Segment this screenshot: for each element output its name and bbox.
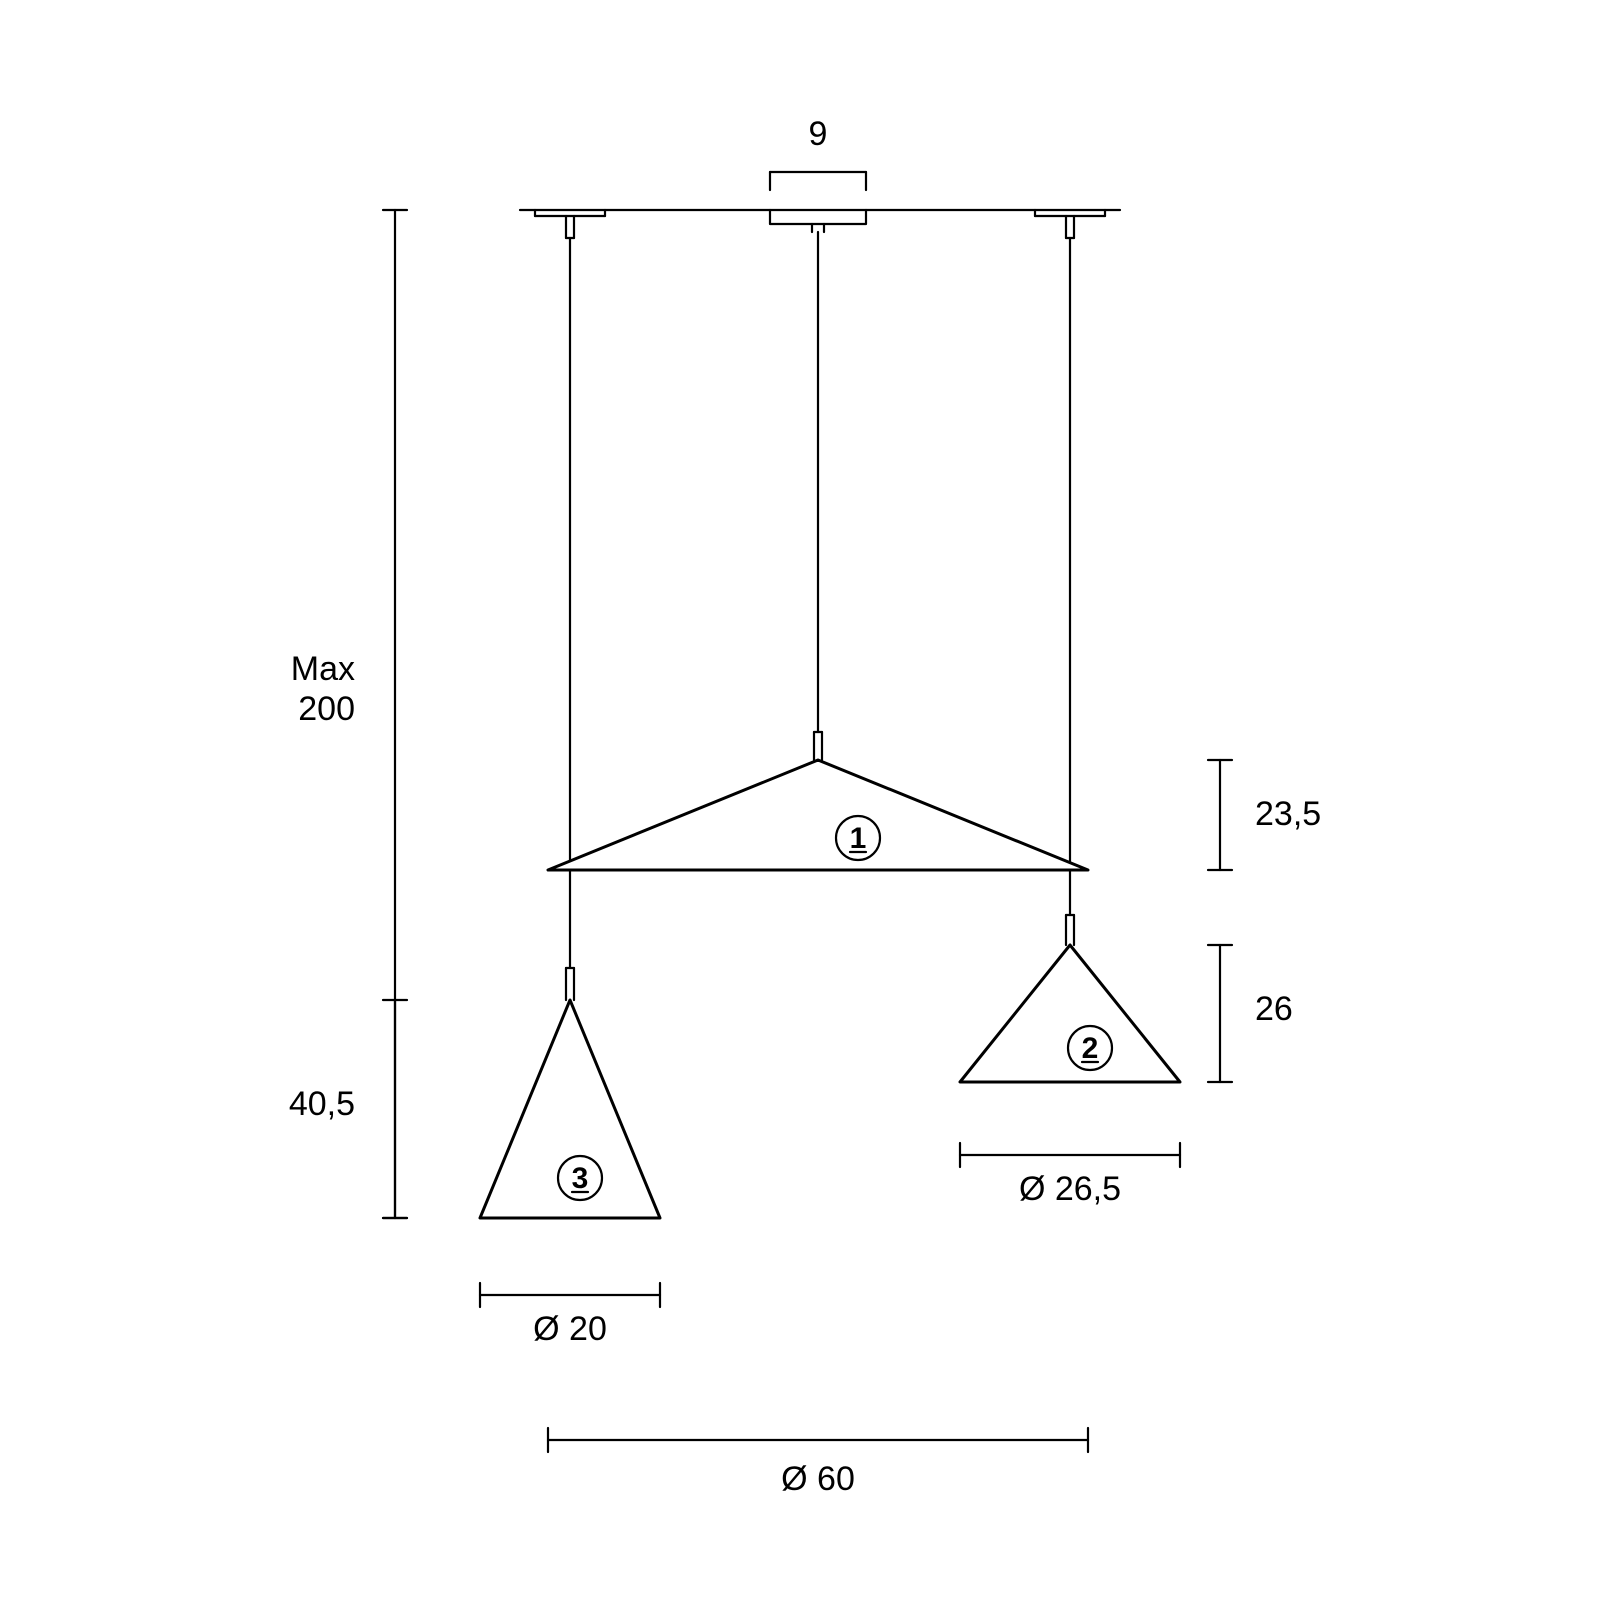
marker-1-label: 1: [850, 822, 867, 855]
dim-shade2-d: Ø 26,5: [1019, 1170, 1121, 1208]
dim-top-width: 9: [809, 115, 828, 153]
marker-3-label: 3: [572, 1162, 589, 1195]
dim-max-height-l2: 200: [298, 690, 355, 728]
dim-overall-d: Ø 60: [781, 1460, 855, 1498]
dim-shade3-d: Ø 20: [533, 1310, 607, 1348]
dim-shade2-h: 26: [1255, 990, 1293, 1028]
dim-shade3-h: 40,5: [289, 1085, 355, 1123]
marker-2-label: 2: [1082, 1032, 1099, 1065]
dim-shade1-h: 23,5: [1255, 795, 1321, 833]
technical-drawing: 1 2 3 9 Max200 23,5 26 40,5 Ø 20 Ø 26,5 Ø 60: [0, 0, 1600, 1600]
dim-max-height-l1: Max: [291, 650, 355, 688]
